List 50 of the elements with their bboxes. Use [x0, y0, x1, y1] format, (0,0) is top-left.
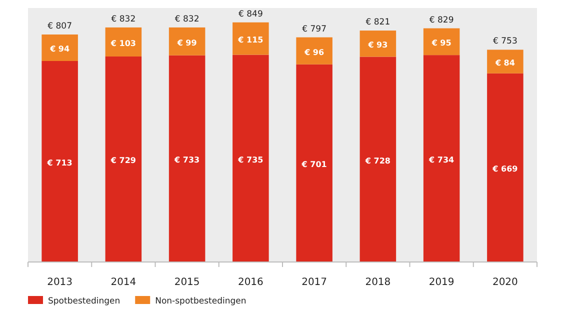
- x-tick-label: 2014: [110, 277, 136, 288]
- x-tick-label: 2015: [174, 277, 200, 288]
- data-label: € 669: [492, 164, 518, 174]
- total-label: € 832: [174, 14, 200, 24]
- bar: [232, 22, 269, 55]
- total-label: € 829: [429, 15, 454, 26]
- bar: [42, 34, 78, 61]
- data-label: € 95: [430, 38, 452, 48]
- data-label: € 733: [174, 156, 200, 165]
- data-label: € 99: [176, 38, 198, 48]
- x-tick-label: 2019: [428, 277, 454, 288]
- bar: [296, 64, 332, 262]
- bar: [423, 55, 460, 262]
- bar: [232, 54, 269, 262]
- bar: [168, 27, 206, 56]
- x-tick-label: 2016: [238, 277, 264, 288]
- data-label: € 94: [49, 44, 70, 54]
- data-label: € 103: [110, 38, 136, 48]
- bar: [105, 56, 142, 262]
- data-label: € 728: [364, 156, 391, 166]
- data-label: € 713: [46, 158, 72, 168]
- total-label: € 797: [302, 24, 326, 34]
- x-tick-label: 2020: [492, 277, 518, 288]
- bar: [296, 37, 332, 64]
- legend-label: Spotbestedingen: [48, 296, 120, 306]
- data-label: € 96: [304, 48, 324, 57]
- data-label: € 84: [494, 58, 516, 68]
- bar: [423, 28, 460, 56]
- bar: [42, 61, 78, 262]
- data-label: € 734: [428, 156, 455, 165]
- data-label: € 93: [367, 40, 388, 50]
- total-label: € 832: [111, 14, 136, 24]
- x-tick-label: 2013: [47, 277, 73, 288]
- total-label: € 753: [493, 36, 518, 47]
- legend-label: Non-spotbestedingen: [155, 296, 246, 306]
- bar: [487, 73, 524, 262]
- total-label: € 849: [238, 9, 263, 20]
- data-label: € 115: [237, 36, 264, 45]
- total-label: € 807: [48, 22, 72, 32]
- x-tick-label: 2018: [365, 277, 391, 288]
- bar: [105, 27, 142, 56]
- data-label: € 701: [300, 160, 328, 170]
- total-label: € 821: [366, 18, 390, 28]
- bar: [360, 30, 396, 57]
- data-label: € 735: [237, 155, 264, 164]
- data-label: € 729: [110, 156, 136, 166]
- bar: [360, 56, 396, 262]
- bar: [168, 55, 206, 262]
- bar: [487, 50, 524, 74]
- x-tick-label: 2017: [302, 277, 328, 288]
